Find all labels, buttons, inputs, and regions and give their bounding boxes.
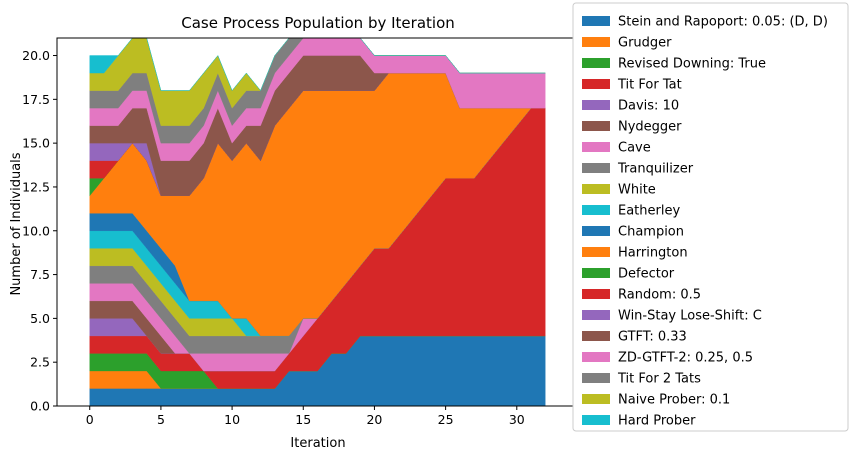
y-tick-label: 0.0: [30, 399, 50, 414]
legend-label: Eatherley: [618, 204, 680, 219]
legend-label: Grudger: [618, 36, 672, 51]
legend-frame: [572, 2, 849, 432]
legend-swatch: [582, 352, 610, 362]
legend-swatch: [582, 37, 610, 47]
legend-label: Tranquilizer: [617, 162, 694, 177]
x-axis: 0 5 10 15 20 25 30: [86, 406, 525, 427]
legend: Stein and Rapoport: 0.05: (D, D) Grudger R…: [572, 2, 849, 432]
legend-label: Cave: [618, 141, 651, 156]
x-tick-label: 20: [366, 412, 382, 427]
legend-swatch: [582, 121, 610, 131]
y-axis-label: Number of Individuals: [9, 152, 24, 295]
chart-title: Case Process Population by Iteration: [181, 14, 455, 32]
legend-label: Stein and Rapoport: 0.05: (D, D): [618, 15, 828, 30]
area-series-19: [89, 37, 546, 91]
legend-swatch: [582, 58, 610, 68]
legend-swatch: [582, 142, 610, 152]
legend-swatch: [582, 289, 610, 299]
legend-swatch: [582, 373, 610, 383]
legend-label: Tit For 2 Tats: [617, 372, 701, 387]
legend-swatch: [582, 16, 610, 26]
legend-label: Champion: [618, 225, 684, 240]
legend-label: White: [618, 183, 656, 198]
y-tick-label: 2.5: [30, 355, 50, 370]
legend-label: Random: 0.5: [618, 288, 701, 303]
legend-label: Win-Stay Lose-Shift: C: [618, 309, 762, 324]
area-layers: [89, 37, 546, 407]
legend-label: ZD-GTFT-2: 0.25, 0.5: [618, 351, 753, 366]
x-tick-label: 10: [224, 412, 240, 427]
legend-swatch: [582, 247, 610, 257]
legend-swatch: [582, 268, 610, 278]
legend-label: Revised Downing: True: [618, 57, 766, 72]
legend-swatch: [582, 394, 610, 404]
legend-label: GTFT: 0.33: [618, 330, 687, 345]
x-tick-label: 30: [509, 412, 525, 427]
y-axis: 0.0 2.5 5.0 7.5 10.0 12.5 15.0 17.5 20.0: [22, 48, 57, 414]
y-tick-label: 5.0: [30, 311, 50, 326]
legend-swatch: [582, 415, 610, 425]
legend-label: Naive Prober: 0.1: [618, 393, 730, 408]
x-tick-label: 25: [438, 412, 454, 427]
legend-swatch: [582, 226, 610, 236]
legend-label: Harrington: [618, 246, 688, 261]
legend-label: Defector: [618, 267, 675, 282]
legend-swatch: [582, 331, 610, 341]
legend-swatch: [582, 310, 610, 320]
legend-label: Davis: 10: [618, 99, 679, 114]
y-tick-label: 20.0: [22, 48, 50, 63]
legend-swatch: [582, 205, 610, 215]
y-tick-label: 12.5: [22, 179, 50, 194]
x-tick-label: 5: [157, 412, 165, 427]
legend-swatch: [582, 184, 610, 194]
x-tick-label: 15: [295, 412, 311, 427]
y-tick-label: 7.5: [30, 267, 50, 282]
legend-swatch: [582, 79, 610, 89]
legend-swatch: [582, 163, 610, 173]
y-tick-label: 17.5: [22, 92, 50, 107]
x-tick-label: 0: [86, 412, 94, 427]
legend-swatch: [582, 100, 610, 110]
legend-label: Tit For Tat: [617, 78, 682, 93]
x-axis-label: Iteration: [290, 436, 345, 451]
y-tick-label: 15.0: [22, 136, 50, 151]
y-tick-label: 10.0: [22, 223, 50, 238]
legend-label: Nydegger: [618, 120, 682, 135]
legend-label: Hard Prober: [618, 414, 696, 429]
